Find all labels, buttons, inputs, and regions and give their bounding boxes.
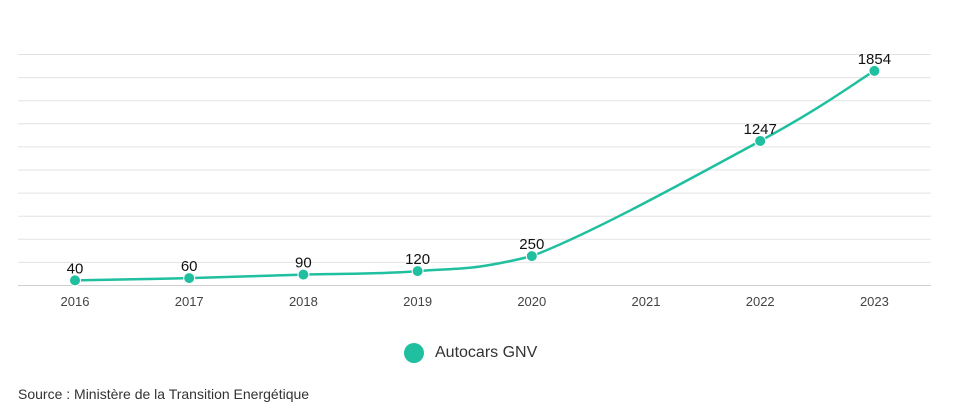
- data-label: 1854: [858, 51, 891, 68]
- data-label: 90: [295, 255, 312, 272]
- grid-lines: [18, 54, 931, 286]
- data-labels: 40 60 90 120 250 1247 1854: [67, 51, 891, 278]
- data-point: [297, 268, 310, 281]
- series-line-autocars-gnv: [74, 69, 876, 282]
- data-label: 1247: [744, 121, 777, 138]
- data-point: [183, 272, 196, 285]
- data-points: [69, 64, 881, 287]
- x-tick-label: 2018: [289, 294, 318, 309]
- source-note: Source : Ministère de la Transition Ener…: [18, 386, 310, 402]
- data-point: [868, 64, 881, 77]
- line-chart: 2016 2017 2018 2019 2020 2021 2022 2023 40 60 90 1…: [18, 51, 931, 309]
- x-tick-label: 2020: [517, 294, 546, 309]
- x-tick-label: 2016: [61, 294, 90, 309]
- data-point: [754, 134, 767, 147]
- x-tick-label: 2022: [746, 294, 775, 309]
- data-label: 120: [405, 251, 430, 268]
- data-label: 250: [519, 236, 544, 253]
- data-label: 40: [67, 260, 84, 277]
- data-point: [525, 250, 538, 263]
- x-tick-label: 2019: [403, 294, 432, 309]
- legend-label: Autocars GNV: [435, 344, 538, 361]
- x-tick-label: 2021: [632, 294, 661, 309]
- x-tick-label: 2023: [860, 294, 889, 309]
- legend-marker: [404, 343, 424, 363]
- data-point: [69, 274, 81, 287]
- data-point: [411, 265, 424, 278]
- legend: Autocars GNV: [404, 342, 537, 364]
- x-tick-label: 2017: [175, 294, 204, 309]
- data-label: 60: [181, 258, 198, 275]
- x-axis-tick-labels: 2016 2017 2018 2019 2020 2021 2022 2023: [61, 294, 889, 309]
